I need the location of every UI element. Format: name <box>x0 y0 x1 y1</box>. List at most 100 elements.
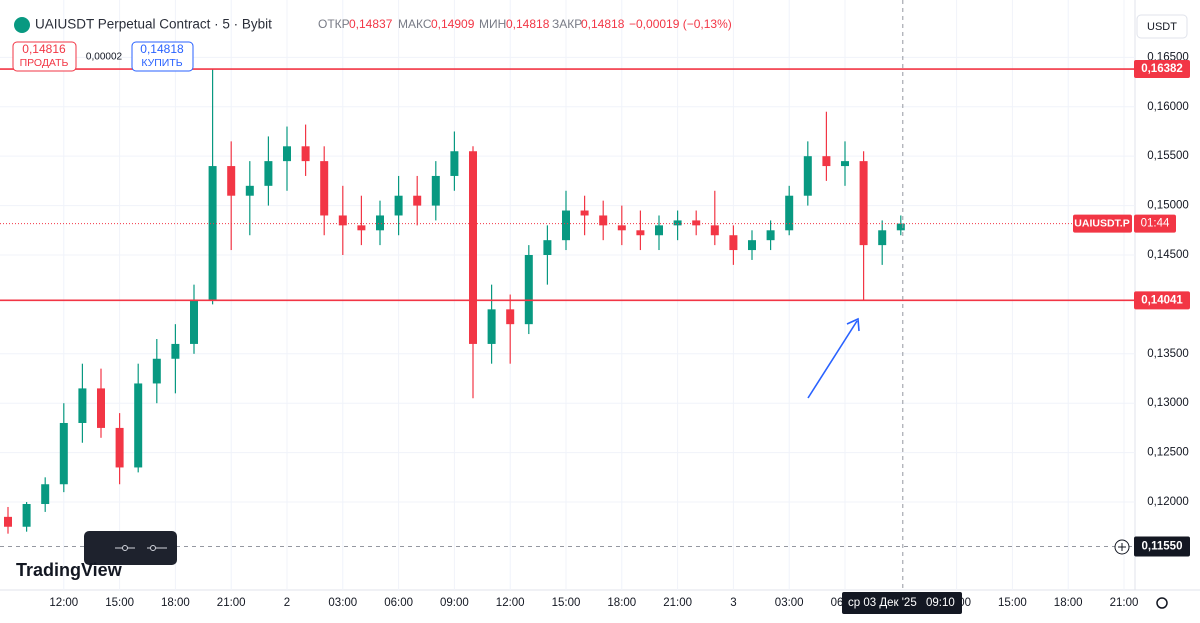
annotation-arrowhead <box>846 317 860 332</box>
candle-body <box>469 151 477 344</box>
candle-body <box>729 235 738 251</box>
candle-body <box>190 299 198 344</box>
crosshair-price: 0,11550 <box>1142 541 1183 553</box>
candle-body <box>338 215 347 226</box>
sell-price: 0,14816 <box>22 42 66 56</box>
x-tick-label: 3 <box>730 597 736 609</box>
x-tick-label: 18:00 <box>607 597 636 609</box>
candle-body <box>543 240 552 255</box>
candle-body <box>245 185 254 196</box>
candle-body <box>171 343 180 359</box>
x-tick-label: 21:00 <box>1110 597 1139 609</box>
candle-body <box>487 309 496 344</box>
sell-label: ПРОДАТЬ <box>20 57 69 69</box>
currency-button[interactable] <box>1136 14 1188 39</box>
currency: USDT <box>1147 21 1177 33</box>
countdown: 01:44 <box>1141 218 1170 230</box>
candle-body <box>4 516 12 527</box>
grid: 0,12000 0,12500 0,13000 0,13500 0,14500 0,150… <box>0 0 1189 609</box>
candle-body <box>22 504 31 527</box>
candle-body <box>896 223 905 231</box>
chart-title: UAIUSDT Perpetual Contract · 5 · Bybit <box>35 17 272 32</box>
candle-body <box>431 175 440 206</box>
y-tick-label: 0,15000 <box>1147 200 1189 212</box>
candle-body <box>394 195 403 216</box>
buy-button[interactable] <box>131 41 194 72</box>
buy-price: 0,14818 <box>140 42 184 56</box>
candle-body <box>152 358 161 384</box>
candle-body <box>822 156 831 167</box>
candle-body <box>785 195 794 231</box>
x-tick-label: 18:00 <box>1054 597 1083 609</box>
level-label-box <box>1134 291 1190 310</box>
x-tick-label: 21:00 <box>663 597 692 609</box>
high-label: МАКС <box>398 17 432 31</box>
candle-body <box>301 146 310 162</box>
open-label: ОТКР <box>318 17 350 31</box>
settings-icon[interactable] <box>1156 597 1168 609</box>
candle-body <box>450 151 459 176</box>
x-tick-label: 18:00 <box>161 597 190 609</box>
candle-body <box>115 427 124 468</box>
low-label: МИН <box>479 17 506 31</box>
y-tick-label: 0,12500 <box>1147 447 1189 459</box>
low-value: 0,14818 <box>506 17 550 31</box>
candle-body <box>841 161 849 167</box>
candle-body <box>562 210 570 241</box>
plot <box>4 69 905 534</box>
symbol-label-box <box>1073 214 1132 233</box>
candle-body <box>413 195 422 206</box>
y-tick-label: 0,13000 <box>1147 397 1189 409</box>
candle-body <box>803 156 812 196</box>
candle-body <box>766 230 775 241</box>
candle-body <box>78 388 87 423</box>
candle-body <box>524 254 533 325</box>
crosshair-time: 09:10 <box>926 597 955 609</box>
candle-body <box>134 383 143 468</box>
x-tick-label: 12:00 <box>496 597 525 609</box>
overlay: 0,16382 0,14041 UAIUSDT.P 01:44 0,11550 ср 03… <box>0 0 1190 614</box>
candle-body <box>673 220 682 226</box>
x-tick-label: 12:00 <box>49 597 78 609</box>
toolbar-icon <box>122 545 128 551</box>
candle-body <box>710 225 719 236</box>
x-tick-label: 09:00 <box>440 597 469 609</box>
candle-body <box>264 161 273 186</box>
candle-body <box>320 161 329 216</box>
spread: 0,00002 <box>86 52 123 63</box>
x-tick-label: 15:00 <box>998 597 1027 609</box>
y-tick-label: 0,15500 <box>1147 150 1189 162</box>
x-tick-label: 06:00 <box>384 597 413 609</box>
y-tick-label: 0,13500 <box>1147 348 1189 360</box>
countdown-box <box>1134 214 1176 233</box>
candle-body <box>506 309 515 325</box>
candle-body <box>599 215 608 226</box>
level-label: 0,14041 <box>1141 294 1183 306</box>
close-label: ЗАКР <box>552 17 582 31</box>
candle-body <box>59 422 68 485</box>
candle-body <box>227 166 236 196</box>
sell-button[interactable] <box>12 41 77 72</box>
candle-body <box>617 225 626 231</box>
x-tick-label: 03:00 <box>328 597 357 609</box>
candle-body <box>878 230 887 246</box>
y-tick-label: 0,16000 <box>1147 101 1189 113</box>
candle-body <box>357 225 366 231</box>
x-tick-label: 15:00 <box>552 597 581 609</box>
x-tick-label: 15:00 <box>105 597 134 609</box>
candle-body <box>655 225 663 236</box>
candle-body <box>97 388 105 428</box>
annotation-arrow <box>807 320 858 399</box>
candle-body <box>692 220 701 226</box>
y-tick-label: 0,12000 <box>1147 496 1189 508</box>
high-value: 0,14909 <box>431 17 475 31</box>
candle-body <box>748 240 756 251</box>
buy-label: КУПИТЬ <box>141 57 182 69</box>
logo: TradingView <box>16 560 123 580</box>
crosshair-date: ср 03 Дек '25 <box>848 597 917 609</box>
x-tick-label: 21:00 <box>217 597 246 609</box>
toolbar-icon <box>150 545 156 551</box>
level-label-box <box>1134 60 1190 79</box>
